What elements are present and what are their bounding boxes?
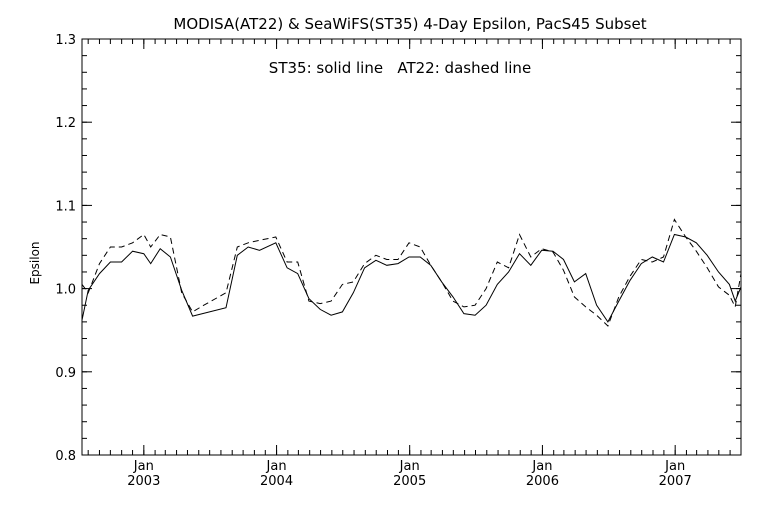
x-tick-year: 2007 — [659, 474, 692, 489]
y-axis: 0.8 0.9 1.0 1.1 1.2 1.3 — [55, 33, 741, 464]
x-tick-month: Jan — [531, 459, 552, 474]
y-tick-label: 0.8 — [55, 449, 76, 464]
x-tick-month: Jan — [664, 459, 685, 474]
chart-title: MODISA(AT22) & SeaWiFS(ST35) 4-Day Epsil… — [173, 15, 646, 33]
x-tick-month: Jan — [133, 459, 154, 474]
x-tick-month: Jan — [399, 459, 420, 474]
series-annotation: ST35: solid line AT22: dashed line — [269, 59, 531, 77]
plot-frame — [81, 38, 742, 456]
x-tick-month: Jan — [266, 459, 287, 474]
y-tick-label: 0.9 — [55, 366, 76, 381]
series-line-st35 — [81, 233, 742, 323]
x-tick-year: 2003 — [127, 474, 160, 489]
y-tick-label: 1.3 — [55, 33, 76, 48]
y-tick-label: 1.2 — [55, 116, 76, 131]
x-tick-year: 2004 — [260, 474, 293, 489]
y-tick-label: 1.0 — [55, 283, 76, 298]
series-line-at22 — [81, 218, 742, 327]
series-layer — [81, 218, 742, 327]
y-axis-label: Epsilon — [28, 241, 42, 284]
x-tick-year: 2006 — [526, 474, 559, 489]
y-tick-label: 1.1 — [55, 199, 76, 214]
x-tick-year: 2005 — [393, 474, 426, 489]
